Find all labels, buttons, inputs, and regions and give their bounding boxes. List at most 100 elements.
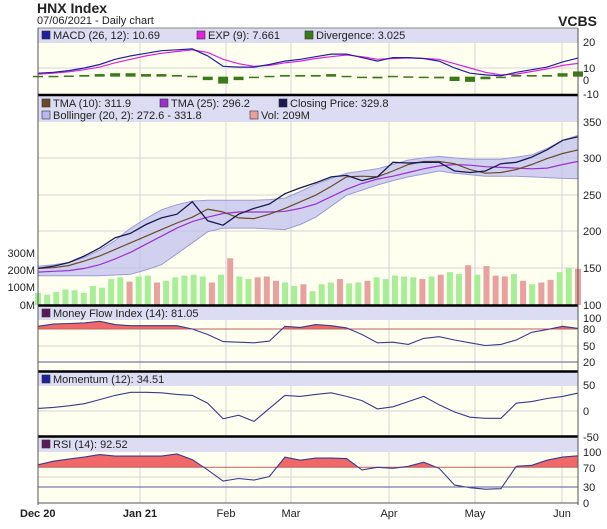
price-y-tick-label: 350	[583, 117, 601, 129]
volume-bar	[410, 277, 417, 305]
divergence-bar	[557, 73, 568, 77]
volume-bar	[318, 284, 325, 305]
volume-bar	[181, 275, 188, 305]
rsi-y-tick-label: 70	[583, 463, 595, 475]
rsi-y-tick-label: 30	[583, 482, 595, 494]
volume-bar	[245, 279, 252, 305]
divergence-bar	[372, 76, 383, 79]
volume-bar	[190, 274, 197, 305]
price-legend-swatch	[41, 98, 51, 108]
volume-bar	[263, 276, 270, 305]
x-tick-label: Mar	[282, 508, 301, 520]
macd-legend-swatch	[304, 30, 314, 40]
divergence-bar	[295, 74, 306, 77]
volume-bar	[144, 275, 151, 305]
mfi-y-tick-label: 50	[583, 341, 595, 353]
volume-bar	[401, 276, 408, 305]
momentum-y-tick-label: -50	[583, 432, 599, 444]
macd-legend-swatch	[196, 30, 206, 40]
volume-bar	[291, 285, 298, 305]
brand-label: VCBS	[558, 13, 597, 29]
divergence-bar	[341, 75, 352, 78]
divergence-bar	[387, 75, 398, 78]
divergence-bar	[418, 76, 429, 79]
price-y-tick-label: 150	[583, 263, 601, 275]
x-tick-label: May	[465, 508, 486, 520]
mfi-y-tick-label: 80	[583, 324, 595, 336]
divergence-bar	[218, 76, 229, 84]
divergence-bar	[495, 76, 506, 79]
mfi-legend-swatch	[41, 308, 51, 318]
price-legend-swatch	[159, 98, 169, 108]
volume-bar	[254, 277, 261, 305]
volume-bar	[327, 282, 334, 305]
volume-bar	[501, 276, 508, 305]
volume-bar	[456, 273, 463, 305]
volume-bar	[355, 282, 362, 305]
volume-bar	[419, 279, 426, 305]
volume-bar	[465, 265, 472, 305]
x-tick-label: Jun	[553, 508, 571, 520]
volume-bar	[227, 258, 234, 305]
rsi-overbought-area	[38, 454, 578, 468]
volume-bar	[163, 280, 170, 305]
chart-subtitle: 07/06/2021 - Daily chart	[37, 15, 154, 27]
volume-bar	[282, 282, 289, 305]
volume-bar	[428, 276, 435, 305]
price-legend-label: Closing Price: 329.8	[290, 98, 388, 110]
x-tick-label: Dec 20	[20, 508, 55, 520]
volume-y-tick-label: 100M	[7, 282, 35, 294]
volume-bar	[538, 282, 545, 305]
macd-y-tick-label: 10	[583, 63, 595, 75]
tma10-line	[37, 149, 579, 269]
macd-legend-swatch	[41, 30, 51, 40]
rsi-legend-label: RSI (14): 92.52	[53, 439, 128, 451]
divergence-bar	[187, 75, 198, 78]
divergence-bar	[233, 76, 244, 81]
volume-bar	[99, 287, 106, 305]
divergence-bar	[202, 76, 213, 81]
x-tick-label: Feb	[217, 508, 236, 520]
rsi-legend-band	[38, 437, 578, 452]
divergence-bar	[48, 75, 59, 78]
volume-y-tick-label: 0M	[20, 300, 35, 312]
macd-legend-label: Divergence: 3.025	[316, 30, 405, 42]
momentum-legend-band	[38, 372, 578, 386]
mfi-y-tick-label: 100	[583, 313, 601, 325]
volume-bar	[474, 274, 481, 305]
tma25-line	[37, 160, 579, 273]
divergence-bar	[526, 74, 537, 77]
volume-bar	[108, 279, 115, 305]
volume-bar	[437, 274, 444, 305]
volume-bar	[44, 294, 51, 305]
exp-line	[37, 49, 579, 76]
momentum-legend-swatch	[41, 374, 51, 384]
macd-legend-label: MACD (26, 12): 10.69	[53, 30, 160, 42]
divergence-bar	[79, 74, 90, 77]
closing-price-line	[37, 136, 579, 270]
rsi-legend-swatch	[41, 439, 51, 449]
divergence-bar	[511, 74, 522, 77]
volume-bar	[565, 267, 572, 305]
mfi-line	[37, 320, 579, 347]
divergence-bar	[465, 76, 475, 82]
momentum-line	[37, 391, 579, 423]
divergence-bar	[279, 74, 290, 77]
rsi-y-tick-label: 0	[583, 498, 589, 510]
macd-y-tick-label: 0	[583, 75, 589, 87]
volume-bar	[337, 279, 344, 305]
volume-bar	[309, 291, 316, 305]
mfi-legend-label: Money Flow Index (14): 81.05	[53, 308, 199, 320]
macd-y-tick-label: -10	[583, 89, 599, 101]
price-legend-swatch	[249, 110, 259, 120]
volume-bar	[208, 282, 215, 305]
x-tick-label: Apr	[380, 508, 397, 520]
volume-bar	[364, 280, 371, 305]
price-legend-band	[38, 96, 578, 122]
volume-y-tick-label: 200M	[7, 265, 35, 277]
divergence-bar	[542, 74, 553, 77]
volume-bar	[547, 279, 554, 305]
price-legend-label: TMA (25): 296.2	[171, 98, 250, 110]
rsi-y-tick-label: 100	[583, 447, 601, 459]
